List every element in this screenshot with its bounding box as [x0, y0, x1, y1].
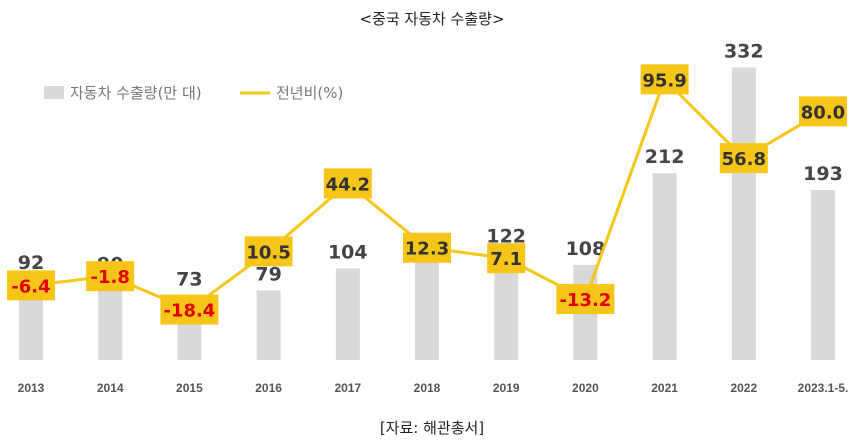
x-tick-2022: 2022 — [730, 381, 757, 395]
growth-box-2015 — [160, 294, 219, 325]
growth-box-2018 — [403, 232, 451, 263]
x-tick-2015: 2015 — [176, 381, 203, 395]
bar-value-label-2021: 212 — [645, 146, 685, 168]
growth-box-2022 — [719, 143, 768, 174]
growth-box-2014 — [86, 261, 135, 292]
growth-label-2013: -6.4 — [11, 276, 50, 297]
bar-value-label-2020: 108 — [566, 238, 606, 260]
legend-bar-swatch — [44, 86, 64, 99]
bar-value-label-2015: 73 — [176, 269, 202, 291]
x-tick-2020: 2020 — [572, 381, 599, 395]
growth-box-2020 — [556, 284, 615, 315]
growth-label-2020: -13.2 — [559, 290, 611, 311]
growth-label-2014: -1.8 — [91, 267, 130, 288]
x-tick-2019: 2019 — [493, 381, 520, 395]
x-tick-2023.1-5.: 2023.1-5. — [798, 381, 849, 395]
bar-value-label-2022: 332 — [724, 41, 764, 63]
bar-value-label-2019: 122 — [486, 226, 526, 248]
bar-value-label-2016: 79 — [255, 263, 281, 285]
bar-2014 — [98, 280, 123, 360]
growth-label-2015: -18.4 — [163, 301, 215, 322]
bar-2023.1-5. — [811, 189, 835, 360]
growth-label-2017: 44.2 — [326, 174, 370, 195]
x-ticks-group: 2013 2014 2015 2016 2017 2018 2019 2020 2021 2022… — [18, 381, 849, 395]
growth-box-2023.1-5. — [799, 96, 847, 127]
growth-label-2022: 56.8 — [722, 149, 766, 170]
growth-box-2016 — [244, 236, 293, 267]
bar-2021 — [652, 173, 677, 360]
bars-group — [19, 67, 835, 361]
bar-2022 — [731, 67, 756, 361]
legend-line-label: 전년비(%) — [276, 84, 343, 102]
growth-box-2021 — [640, 64, 689, 95]
source-note: [자료: 해관총서] — [380, 419, 484, 437]
line-labels-group: -6.4 -1.8 -18.4 10.5 44.2 12.3 7.1 -13.2 95.9 56.… — [7, 64, 847, 325]
bar-2018 — [415, 258, 439, 360]
growth-box-2019 — [487, 243, 526, 274]
x-tick-2018: 2018 — [414, 381, 441, 395]
growth-label-2018: 12.3 — [405, 239, 449, 260]
chart-title: <중국 자동차 수출량> — [359, 10, 504, 28]
growth-label-2016: 10.5 — [246, 242, 290, 263]
growth-box-2013 — [7, 270, 55, 301]
bar-2017 — [335, 268, 360, 360]
growth-box-2017 — [323, 168, 372, 199]
x-tick-2013: 2013 — [18, 381, 45, 395]
bar-value-label-2013: 92 — [18, 252, 44, 274]
bar-2016 — [256, 290, 281, 360]
legend-bar-label: 자동차 수출량(만 대) — [70, 84, 202, 102]
bar-value-label-2017: 104 — [328, 241, 368, 263]
x-tick-2014: 2014 — [97, 381, 124, 395]
x-tick-2017: 2017 — [334, 381, 361, 395]
growth-label-2019: 7.1 — [490, 249, 522, 270]
x-tick-2021: 2021 — [651, 381, 678, 395]
growth-label-2021: 95.9 — [642, 70, 686, 91]
growth-label-2023.1-5.: 80.0 — [801, 102, 845, 123]
bar-value-label-2023.1-5.: 193 — [803, 163, 843, 185]
x-tick-2016: 2016 — [255, 381, 282, 395]
